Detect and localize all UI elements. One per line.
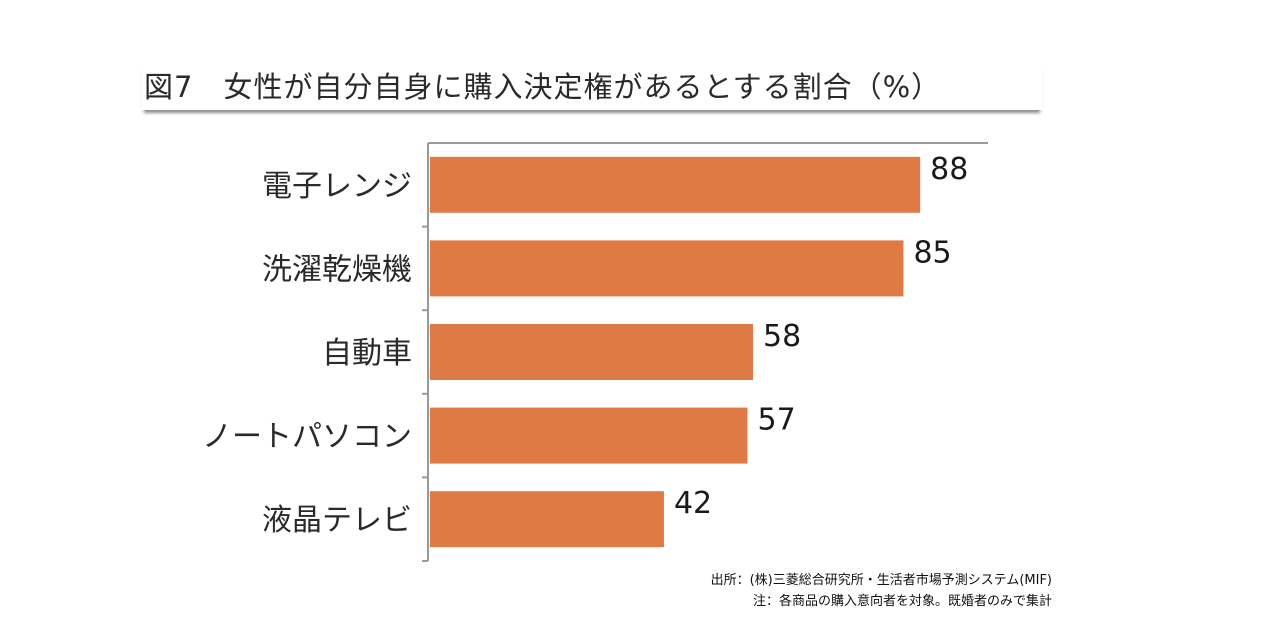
value-label: 58 [763,319,801,354]
source-note: 出所：(株)三菱総合研究所・生活者市場予測システム(MIF) [710,573,1052,588]
value-label: 57 [757,403,795,438]
bar-3 [430,407,748,464]
bar-2 [430,324,754,380]
value-label: 42 [674,486,712,521]
category-label: 自動車 [322,336,412,371]
value-label: 88 [930,152,968,187]
bar-0 [430,156,921,213]
category-label: 洗濯乾燥機 [262,252,412,287]
title-bar [142,60,1042,110]
bar-1 [430,240,904,297]
bar-4 [430,491,664,548]
category-label: 電子レンジ [262,169,412,204]
footnote: 注：各商品の購入意向者を対象。既婚者のみで集計 [752,594,1052,609]
value-label: 85 [913,235,951,270]
category-label: ノートパソコン [202,420,412,455]
bars-layer: 電子レンジ 88 洗濯乾燥機 85 自動車 58 ノートパソコン 57 液晶テレビ 42 [202,142,988,562]
chart-title: 図7 女性が自分自身に購入決定権があるとする割合（%） [144,70,942,104]
category-label: 液晶テレビ [262,503,412,538]
